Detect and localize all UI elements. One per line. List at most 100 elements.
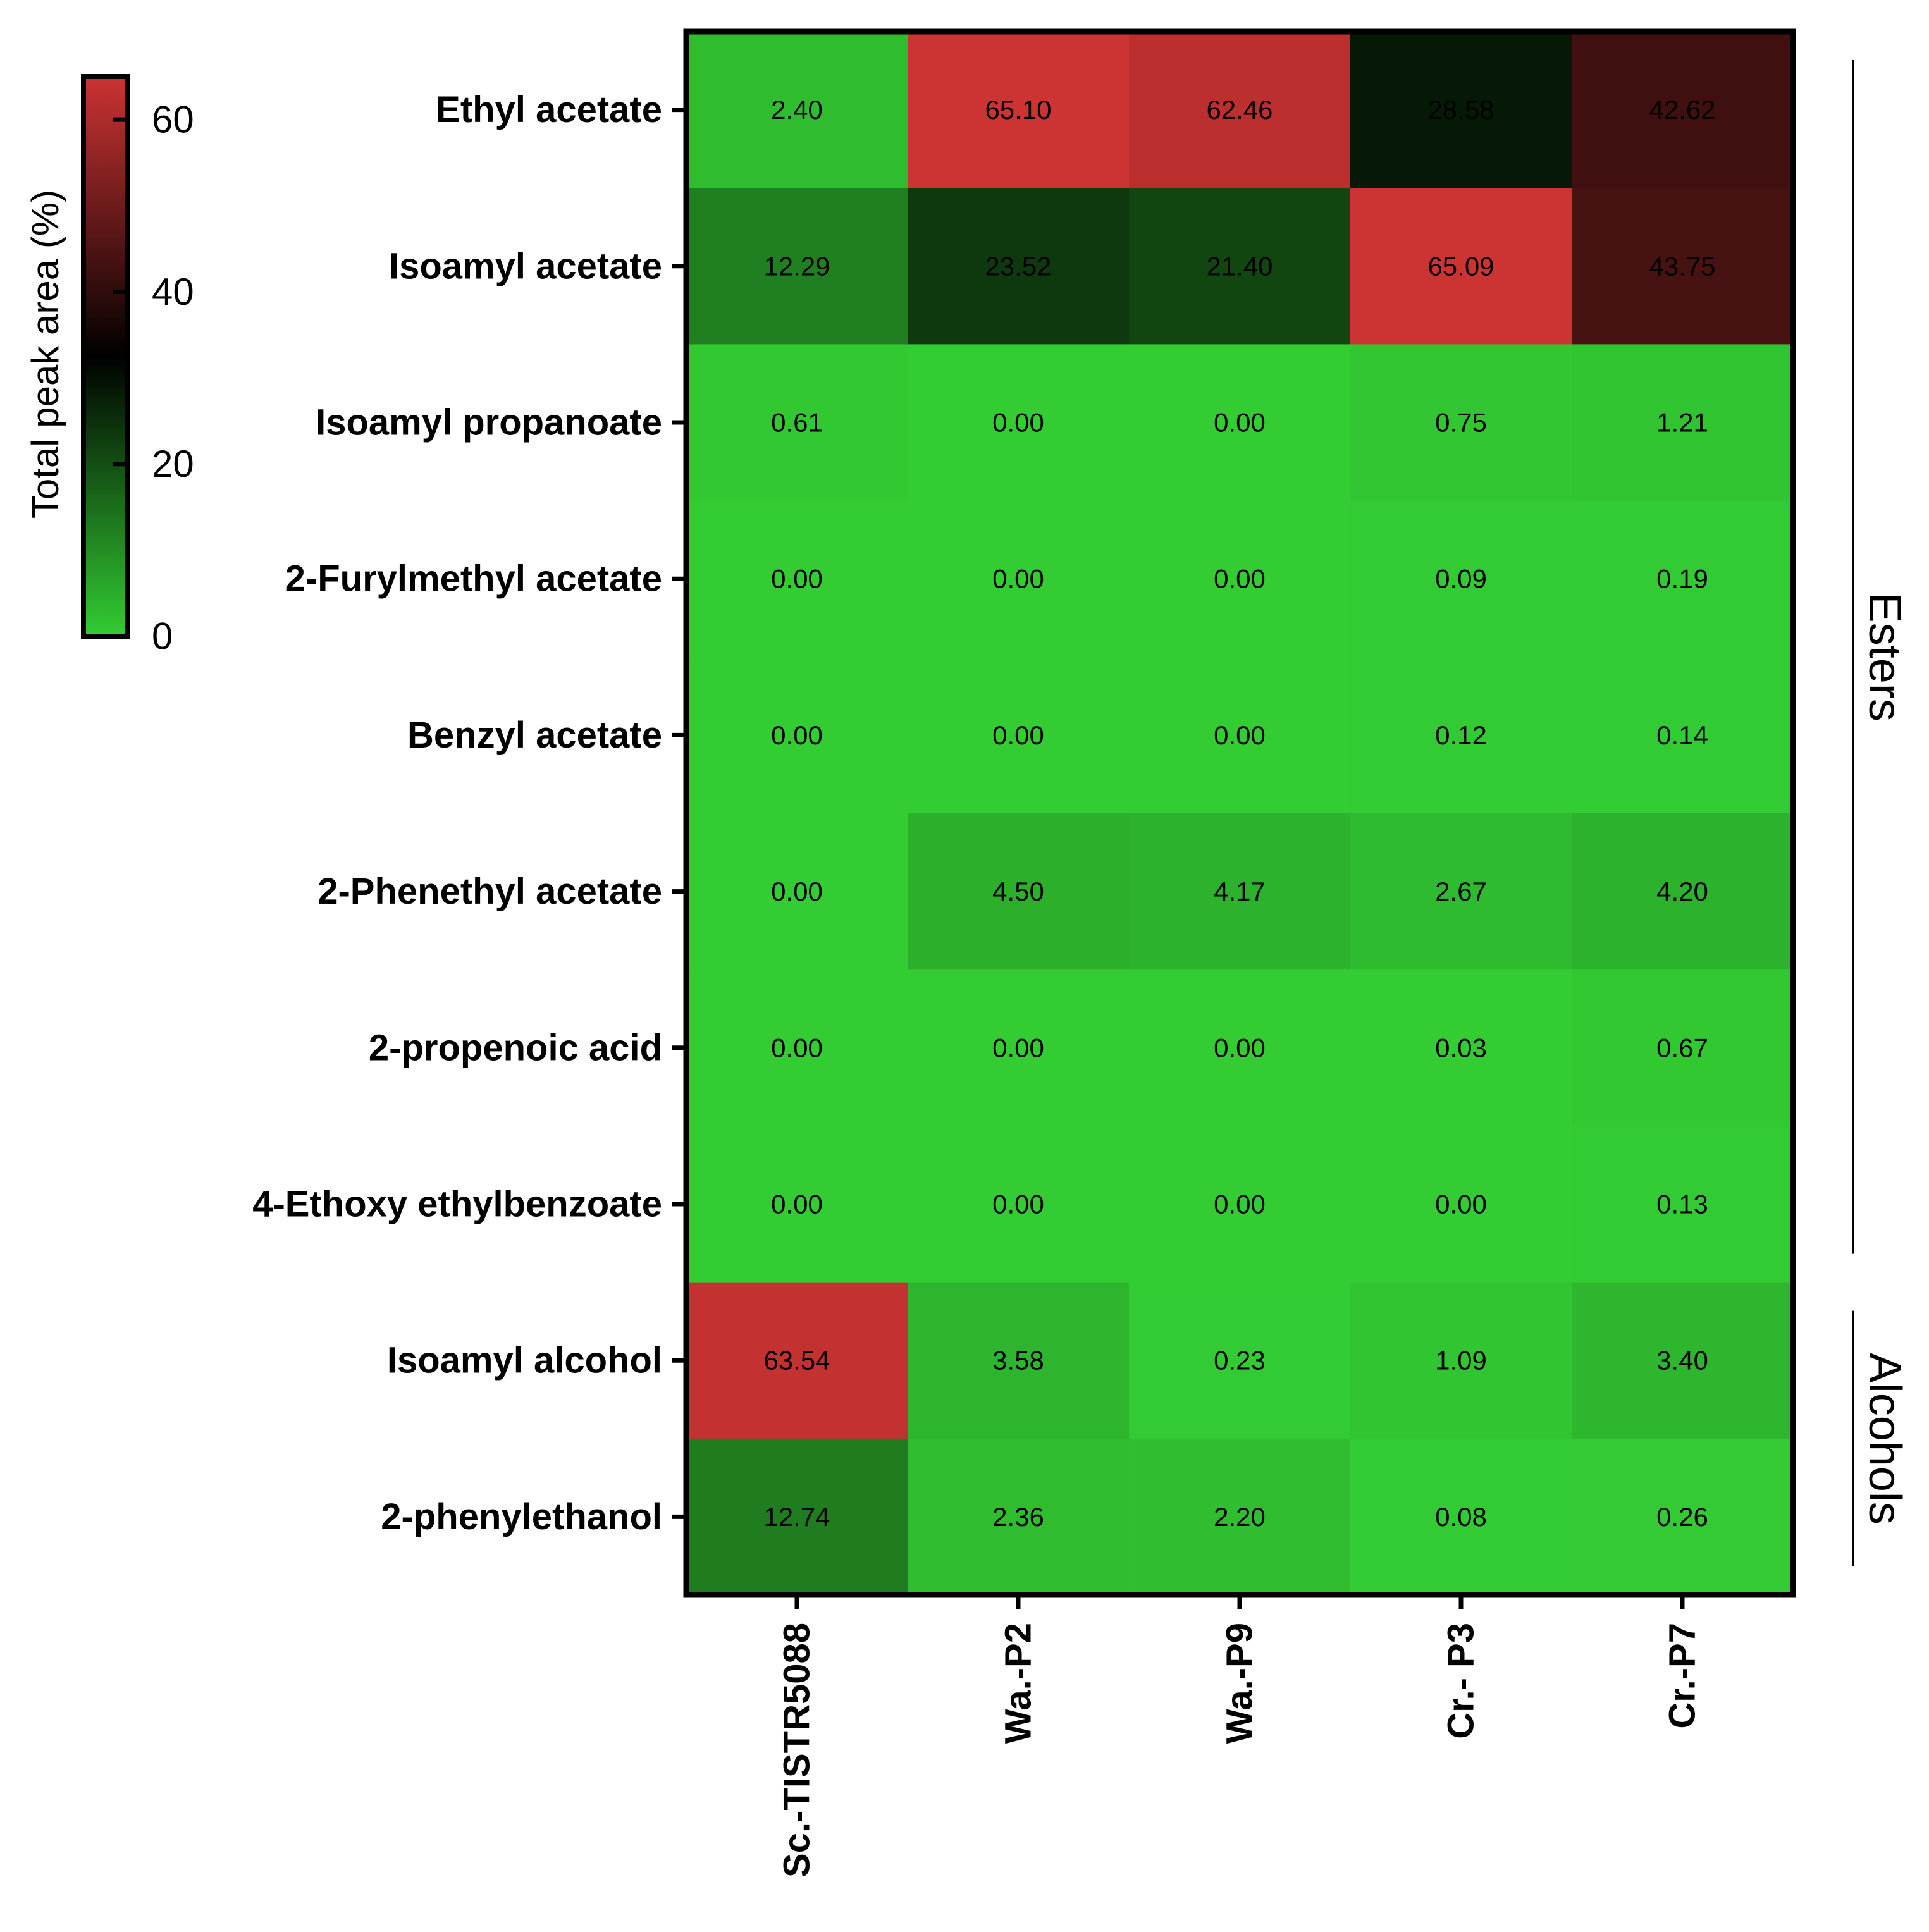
cell-value-label: 0.19 (1656, 564, 1708, 594)
row-label: Isoamyl propanoate (316, 402, 662, 443)
heatmap-cell (908, 969, 1130, 1126)
heatmap-cell (1129, 969, 1351, 1126)
cell-value-label: 0.61 (771, 408, 823, 438)
cell-value-label: 0.75 (1435, 408, 1487, 438)
heatmap-cell (908, 1126, 1130, 1283)
colorbar-tick-label: 60 (152, 99, 194, 141)
row-label: 2-propenoic acid (369, 1027, 662, 1068)
cell-value-label: 2.36 (992, 1502, 1044, 1532)
row-label: 2-phenylethanol (381, 1496, 662, 1537)
heatmap-cell (686, 188, 908, 345)
heatmap-cell (1572, 813, 1794, 970)
cell-value-label: 0.00 (992, 408, 1044, 438)
row-label: Benzyl acetate (407, 715, 662, 756)
heatmap-cell (1129, 500, 1351, 658)
cell-value-label: 1.09 (1435, 1346, 1487, 1375)
heatmap-cell (1350, 1282, 1572, 1439)
heatmap-cell (686, 500, 908, 658)
heatmap-cell (1129, 188, 1351, 345)
heatmap-cell-labels: 2.40 65.10 62.46 28.58 42.62 12.29 23.52 21.40 6… (763, 95, 1715, 1532)
heatmap-cell (908, 1438, 1130, 1596)
heatmap-cell (1572, 500, 1794, 658)
cell-value-label: 0.00 (1214, 720, 1266, 750)
colorbar-title: Total peak area (%) (24, 190, 66, 519)
heatmap-cell (1350, 813, 1572, 970)
column-label: Cr.-P7 (1662, 1623, 1703, 1729)
cell-value-label: 21.40 (1206, 251, 1273, 281)
row-label: 2-Furylmethyl acetate (285, 558, 662, 600)
cell-value-label: 0.00 (1214, 1190, 1266, 1219)
cell-value-label: 0.00 (1435, 1190, 1487, 1219)
cell-value-label: 4.17 (1214, 877, 1266, 906)
row-label: Isoamyl acetate (389, 245, 662, 286)
heatmap-cell (1129, 1126, 1351, 1283)
heatmap-cell (1129, 32, 1351, 188)
heatmap-cell (686, 969, 908, 1126)
column-label: Sc.-TISTR5088 (777, 1623, 818, 1878)
group-label: Alcohols (1859, 1353, 1910, 1525)
row-label: Ethyl acetate (436, 89, 662, 130)
cell-value-label: 12.74 (763, 1502, 830, 1532)
group-label: Esters (1859, 593, 1910, 722)
cell-value-label: 62.46 (1206, 95, 1273, 125)
column-labels: Sc.-TISTR5088 Wa.-P2 Wa.-P9 Cr.- P3 Cr.-P7 (777, 1595, 1703, 1878)
cell-value-label: 0.00 (992, 564, 1044, 594)
cell-value-label: 65.10 (985, 95, 1051, 125)
cell-value-label: 65.09 (1427, 251, 1494, 281)
heatmap-cell (1572, 969, 1794, 1126)
heatmap-cell (908, 500, 1130, 658)
cell-value-label: 0.00 (771, 877, 823, 906)
heatmap-cell (1350, 32, 1572, 188)
heatmap-cell (1572, 1438, 1794, 1596)
heatmap-cell (1350, 969, 1572, 1126)
heatmap-cell (908, 813, 1130, 970)
row-label: 2-Phenethyl acetate (317, 871, 662, 912)
colorbar-tick-label: 40 (152, 271, 194, 313)
heatmap-cell (908, 188, 1130, 345)
colorbar-tick-label: 20 (152, 443, 194, 485)
heatmap-cell (1129, 1282, 1351, 1439)
heatmap-cell (908, 32, 1130, 188)
heatmap-cell (1572, 656, 1794, 814)
cell-value-label: 0.26 (1656, 1502, 1708, 1532)
heatmap-cell (908, 1282, 1130, 1439)
cell-value-label: 0.00 (771, 720, 823, 750)
heatmap-cell (1129, 344, 1351, 501)
heatmap-cell (1572, 1282, 1794, 1439)
colorbar-tick-label: 0 (152, 615, 173, 658)
cell-value-label: 23.52 (985, 251, 1051, 281)
colorbar: 0 20 40 60 Total peak area (%) (24, 74, 194, 658)
heatmap-cell (1572, 188, 1794, 345)
heatmap-cell (686, 344, 908, 501)
column-label: Wa.-P9 (1219, 1623, 1260, 1744)
heatmap-cell (1129, 656, 1351, 814)
heatmap-cell (908, 656, 1130, 814)
cell-value-label: 63.54 (763, 1346, 830, 1375)
cell-value-label: 0.00 (1214, 408, 1266, 438)
cell-value-label: 0.09 (1435, 564, 1487, 594)
row-label: 4-Ethoxy ethylbenzoate (252, 1184, 662, 1225)
cell-value-label: 28.58 (1427, 95, 1494, 125)
heatmap-cell (1350, 1126, 1572, 1283)
colorbar-gradient (81, 74, 130, 639)
cell-value-label: 4.20 (1656, 877, 1708, 906)
cell-value-label: 43.75 (1649, 251, 1715, 281)
cell-value-label: 2.40 (771, 95, 823, 125)
cell-value-label: 3.40 (1656, 1346, 1708, 1375)
heatmap-cell (686, 656, 908, 814)
cell-value-label: 2.20 (1214, 1502, 1266, 1532)
heatmap-cell (686, 1282, 908, 1439)
cell-value-label: 0.00 (771, 1190, 823, 1219)
cell-value-label: 0.00 (992, 1033, 1044, 1062)
cell-value-label: 0.67 (1656, 1033, 1708, 1062)
cell-value-label: 0.00 (1214, 564, 1266, 594)
cell-value-label: 0.12 (1435, 720, 1487, 750)
cell-value-label: 42.62 (1649, 95, 1715, 125)
cell-value-label: 0.00 (771, 564, 823, 594)
heatmap-cell (1350, 1438, 1572, 1596)
cell-value-label: 12.29 (763, 251, 830, 281)
cell-value-label: 4.50 (992, 877, 1044, 906)
cell-value-label: 0.14 (1656, 720, 1708, 750)
cell-value-label: 0.00 (1214, 1033, 1266, 1062)
